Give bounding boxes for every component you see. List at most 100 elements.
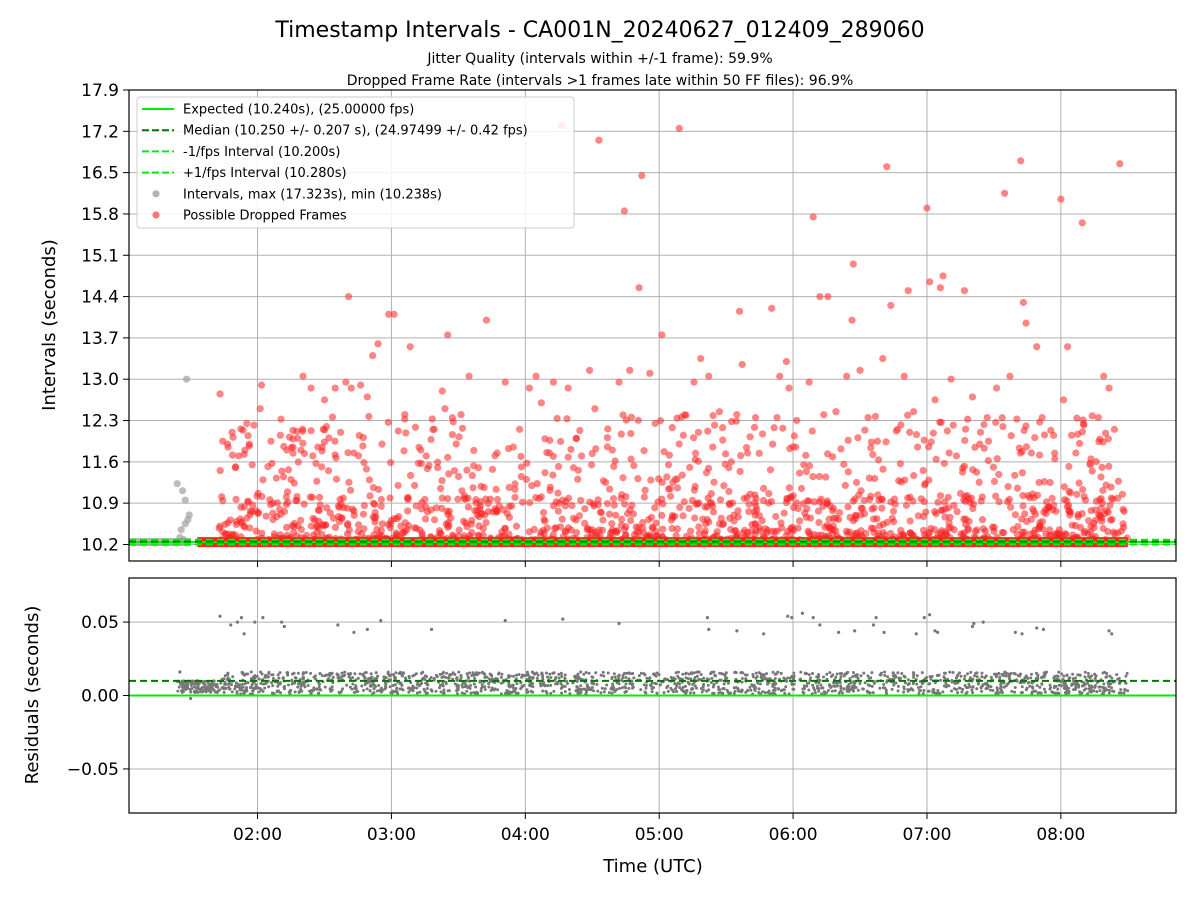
residual-point [782, 676, 786, 680]
residual-point [722, 682, 726, 686]
dropped-frame-point [235, 452, 243, 460]
dropped-frame-point [254, 509, 262, 518]
dropped-frame-point [564, 453, 572, 461]
dropped-frame-point [425, 461, 433, 470]
residual-point [858, 681, 862, 685]
residual-point [941, 690, 945, 694]
residual-point [705, 689, 709, 693]
dropped-frame-point [393, 515, 401, 523]
dropped-frame-point [501, 378, 509, 386]
dropped-frame-point [805, 462, 814, 470]
residual-point [373, 684, 377, 688]
residual-point [600, 686, 604, 690]
residual-point [912, 675, 916, 679]
dropped-frame-point [1097, 473, 1105, 481]
residual-point [817, 673, 821, 677]
dropped-frame-point [786, 444, 794, 453]
dropped-frame-point [282, 493, 290, 501]
residual-point [627, 677, 631, 681]
residual-point [995, 688, 999, 692]
residual-point [1070, 683, 1074, 687]
residual-point [1054, 684, 1058, 688]
residual-point [279, 691, 283, 695]
residual-point [964, 691, 968, 695]
residual-point [692, 691, 696, 695]
residual-point [299, 684, 303, 688]
residual-point [687, 672, 691, 676]
residual-point [292, 671, 296, 675]
residual-point [1107, 691, 1111, 695]
residual-point [612, 672, 616, 676]
dropped-frame-point [782, 532, 790, 540]
dropped-frame-point [957, 530, 965, 538]
residual-point [744, 690, 748, 694]
residual-point [414, 672, 418, 676]
residual-point [896, 684, 900, 688]
residual-point [980, 689, 984, 693]
dropped-frame-point [378, 520, 387, 528]
dropped-frame-point [283, 523, 291, 532]
dropped-frame-point [537, 399, 545, 407]
residual-point [917, 691, 921, 695]
residual-point [231, 675, 235, 679]
dropped-frame-point [668, 424, 676, 432]
dropped-frame-point [832, 408, 840, 416]
dropped-frame-point [394, 427, 402, 435]
residual-point [673, 677, 677, 681]
residual-point [988, 688, 992, 692]
residual-point [677, 676, 681, 680]
dropped-frame-point [1022, 443, 1031, 451]
dropped-frame-point [322, 422, 331, 431]
dropped-frame-point [1066, 507, 1074, 516]
residual-point [453, 672, 457, 676]
residual-point [1052, 676, 1056, 680]
residual-point [1117, 691, 1121, 695]
residual-point [575, 679, 579, 683]
residual-point [1030, 685, 1034, 689]
dropped-frame-point [849, 260, 857, 268]
residual-point [473, 676, 477, 680]
residual-point [802, 684, 806, 688]
residual-point [763, 676, 767, 680]
residual-point [549, 691, 553, 695]
interval-point [181, 496, 189, 504]
residual-point [673, 687, 677, 691]
dropped-frame-point [1067, 431, 1076, 439]
residual-point [579, 684, 583, 688]
residual-point [1044, 670, 1048, 674]
dropped-frame-point [879, 354, 887, 363]
residual-point [235, 685, 239, 689]
dropped-frame-point [864, 413, 872, 422]
residual-point [303, 685, 307, 689]
residual-point [991, 688, 995, 692]
dropped-frame-point [1004, 482, 1012, 491]
dropped-frame-point [284, 466, 293, 474]
residual-point [969, 670, 973, 674]
residual-point [776, 670, 780, 674]
residual-point [299, 687, 303, 691]
dropped-frame-point [906, 428, 914, 436]
dropped-frame-point [316, 501, 324, 509]
dropped-frame-point [879, 465, 887, 473]
residual-point [391, 673, 395, 677]
dropped-frame-point [392, 531, 401, 539]
dropped-frame-point [871, 412, 880, 421]
residual-point [958, 671, 962, 675]
residual-point [771, 688, 775, 692]
residual-point [270, 673, 274, 677]
residual-point [1124, 674, 1128, 678]
residual-point [400, 674, 404, 678]
dropped-frame-point [438, 504, 446, 512]
time-x-tick-label: 05:00 [635, 825, 684, 845]
residual-point [902, 690, 906, 694]
residual-point [817, 681, 821, 685]
residual-point [1060, 672, 1064, 676]
dropped-frame-point [1057, 195, 1065, 203]
dropped-frame-point [604, 425, 612, 433]
residual-point [323, 685, 327, 689]
dropped-frame-point [443, 495, 452, 503]
residual-point [866, 674, 870, 678]
dropped-frame-point [609, 494, 618, 503]
residual-point [1013, 630, 1017, 634]
